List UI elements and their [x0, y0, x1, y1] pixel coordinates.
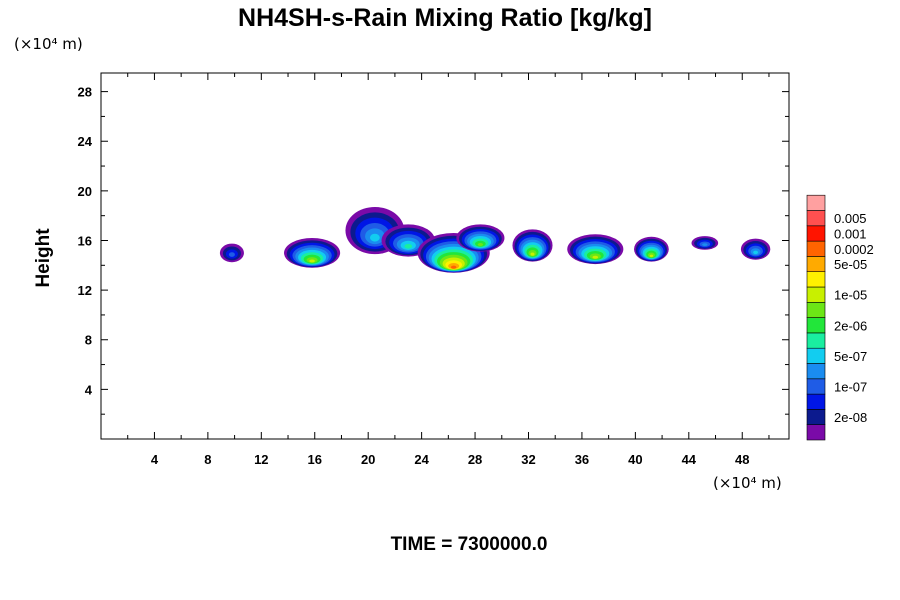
contour-band — [753, 250, 759, 255]
contour-band — [702, 243, 708, 246]
chart-title: NH4SH-s-Rain Mixing Ratio [kg/kg] — [238, 4, 652, 32]
y-tick-label: 16 — [78, 233, 92, 248]
x-tick-label: 20 — [361, 452, 375, 467]
contour-band — [309, 259, 315, 263]
cloud-element — [567, 234, 624, 265]
colorbar-label: 2e-06 — [834, 318, 867, 333]
colorbar: 2e-081e-075e-072e-061e-055e-050.00020.00… — [806, 194, 874, 441]
colorbar-label: 1e-07 — [834, 379, 867, 394]
colorbar-swatch — [806, 194, 826, 211]
colorbar-label: 0.0002 — [834, 242, 874, 257]
colorbar-swatch — [806, 393, 826, 410]
x-tick-label: 44 — [682, 452, 697, 467]
colorbar-swatch — [806, 225, 826, 242]
contour-band — [530, 252, 535, 256]
y-tick-label: 4 — [85, 382, 93, 397]
y-unit-label: (×10⁴ m) — [14, 35, 83, 53]
contour-band — [477, 243, 484, 247]
colorbar-swatch — [806, 240, 826, 257]
colorbar-swatch — [806, 210, 826, 227]
contour-band — [450, 265, 457, 269]
contour-band — [228, 252, 235, 257]
x-tick-label: 4 — [151, 452, 159, 467]
colorbar-swatch — [806, 378, 826, 395]
cloud-element — [691, 236, 719, 250]
mixing-ratio-field — [219, 206, 771, 273]
x-tick-label: 12 — [254, 452, 268, 467]
colorbar-swatch — [806, 347, 826, 364]
colorbar-swatch — [806, 409, 826, 425]
colorbar-label: 0.001 — [834, 226, 867, 241]
y-tick-label: 24 — [78, 134, 93, 149]
plot-frame — [100, 72, 790, 440]
x-tick-label: 28 — [468, 452, 482, 467]
colorbar-swatch — [806, 301, 826, 318]
cloud-element — [456, 224, 505, 252]
colorbar-label: 5e-07 — [834, 349, 867, 364]
colorbar-label: 1e-05 — [834, 288, 867, 303]
y-axis-label: Height — [33, 228, 54, 288]
colorbar-swatch — [806, 363, 826, 380]
colorbar-swatch — [806, 286, 826, 303]
contour-band — [369, 233, 380, 242]
colorbar-swatch — [806, 317, 826, 334]
x-tick-label: 36 — [575, 452, 589, 467]
time-label: TIME = 7300000.0 — [391, 534, 548, 555]
cloud-element — [219, 243, 244, 263]
x-axis: 4 8 12 16 20 24 28 32 36 40 44 48 — [127, 73, 770, 467]
x-tick-label: 32 — [521, 452, 535, 467]
contour-band — [404, 243, 413, 249]
colorbar-label: 0.005 — [834, 211, 867, 226]
cloud-element — [634, 236, 669, 262]
x-unit-label: (×10⁴ m) — [713, 474, 782, 492]
y-axis: 4 8 12 16 20 24 28 — [78, 85, 789, 415]
x-tick-label: 24 — [414, 452, 429, 467]
cloud-element — [512, 229, 553, 262]
y-tick-label: 8 — [85, 333, 92, 348]
colorbar-swatch — [806, 424, 826, 441]
x-tick-label: 48 — [735, 452, 749, 467]
y-tick-label: 20 — [78, 184, 92, 199]
x-tick-label: 16 — [308, 452, 322, 467]
cloud-element — [381, 224, 435, 257]
contour-band — [592, 255, 599, 259]
cloud-element — [284, 238, 341, 268]
cloud-element — [740, 238, 771, 260]
contour-band — [649, 254, 654, 258]
colorbar-label: 2e-08 — [834, 410, 867, 425]
colorbar-swatch — [806, 271, 826, 288]
x-tick-label: 8 — [204, 452, 211, 467]
x-tick-label: 40 — [628, 452, 642, 467]
y-tick-label: 12 — [78, 283, 92, 298]
y-tick-label: 28 — [78, 85, 92, 100]
colorbar-swatch — [806, 332, 826, 349]
colorbar-label: 5e-05 — [834, 257, 867, 272]
colorbar-swatch — [806, 256, 826, 272]
